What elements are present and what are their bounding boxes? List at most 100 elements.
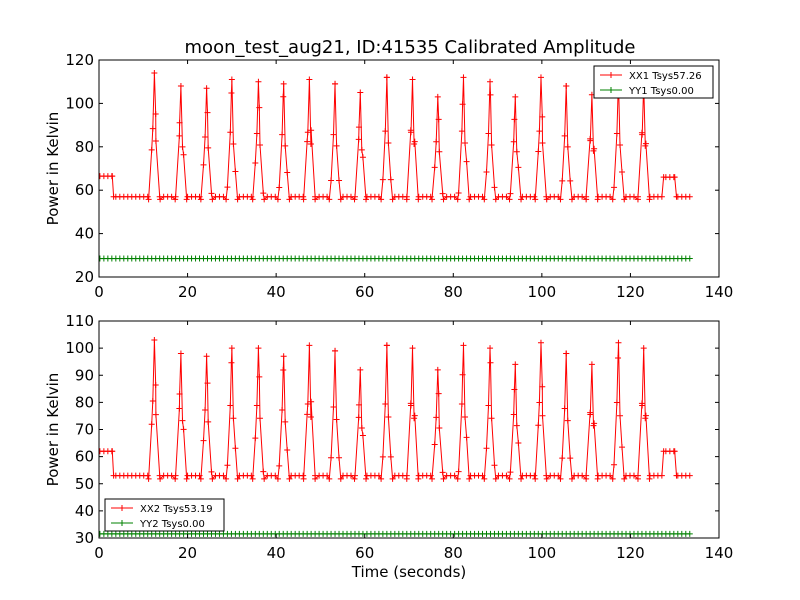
data-point xyxy=(434,93,441,100)
data-point xyxy=(152,411,159,418)
data-point xyxy=(177,83,184,90)
data-point xyxy=(619,444,626,451)
data-point xyxy=(385,140,392,147)
data-point xyxy=(588,361,595,368)
data-point xyxy=(411,138,418,145)
data-point xyxy=(658,193,665,200)
x-tick-label: 100 xyxy=(528,544,557,562)
data-point xyxy=(359,432,366,439)
data-point xyxy=(515,164,522,171)
data-point xyxy=(459,371,466,378)
data-point xyxy=(564,143,571,150)
data-point xyxy=(535,422,542,429)
data-point xyxy=(583,472,590,479)
data-point xyxy=(228,359,235,366)
data-point xyxy=(568,475,575,482)
legend-entry: XX1 Tsys57.26 xyxy=(629,71,702,82)
data-point xyxy=(462,414,469,421)
data-point xyxy=(203,353,210,360)
x-tick-label: 0 xyxy=(94,283,104,301)
data-point xyxy=(512,93,519,100)
data-point xyxy=(306,76,313,83)
data-point xyxy=(591,420,598,427)
data-point xyxy=(539,113,546,120)
series-markers-red xyxy=(99,70,693,203)
data-point xyxy=(557,475,564,482)
data-point xyxy=(252,159,259,166)
data-point xyxy=(203,85,210,92)
data-point xyxy=(407,129,414,136)
data-point xyxy=(613,399,620,406)
data-point xyxy=(440,475,447,482)
data-point xyxy=(429,196,436,203)
plot-area xyxy=(99,336,693,537)
chart-title: moon_test_aug21, ID:41535 Calibrated Amp… xyxy=(185,37,636,58)
data-point xyxy=(145,196,152,203)
data-point xyxy=(611,184,618,191)
data-point xyxy=(433,138,440,145)
data-point xyxy=(466,475,473,482)
data-point xyxy=(387,176,394,183)
data-point xyxy=(260,468,267,475)
series-markers-green xyxy=(99,255,693,262)
y-tick-label: 30 xyxy=(75,529,94,547)
data-point xyxy=(427,472,434,479)
data-point xyxy=(639,402,646,409)
data-point xyxy=(261,475,268,482)
data-point xyxy=(487,91,494,98)
data-point xyxy=(403,475,410,482)
data-point xyxy=(435,390,442,397)
y-axis-label: Power in Kelvin xyxy=(44,373,62,487)
bottom-plot: 0 20 40 60 80 100 120 140 30 40 50 60 70 80 90 100 110 Po… xyxy=(44,312,733,581)
legend-entry: YY2 Tsys0.00 xyxy=(139,519,205,530)
data-point xyxy=(561,405,568,412)
data-point xyxy=(537,74,544,81)
data-point xyxy=(483,169,490,176)
data-point xyxy=(224,462,231,469)
data-point xyxy=(563,83,570,90)
legend: XX2 Tsys53.19 YY2 Tsys0.00 xyxy=(104,498,225,532)
data-point xyxy=(204,109,211,116)
x-tick-label: 120 xyxy=(616,544,645,562)
data-point xyxy=(197,475,204,482)
data-point xyxy=(248,472,255,479)
x-tick-label: 40 xyxy=(267,544,286,562)
data-point xyxy=(261,196,268,203)
data-point xyxy=(177,350,184,357)
data-point xyxy=(615,354,622,361)
data-point xyxy=(230,140,237,147)
y-tick-label: 100 xyxy=(65,94,94,112)
data-point xyxy=(202,406,209,413)
data-point xyxy=(252,435,259,442)
data-point xyxy=(179,417,186,424)
data-point xyxy=(232,445,239,452)
data-point xyxy=(204,380,211,387)
data-point xyxy=(559,177,566,184)
data-point xyxy=(276,462,283,469)
data-point xyxy=(300,196,307,203)
data-point xyxy=(308,127,315,134)
data-point xyxy=(429,475,436,482)
data-point xyxy=(439,469,446,476)
data-point xyxy=(510,411,517,418)
legend-marker xyxy=(608,87,614,93)
data-point xyxy=(686,472,693,479)
data-point xyxy=(304,129,311,136)
data-point xyxy=(382,128,389,135)
data-point xyxy=(256,415,263,422)
data-point xyxy=(487,78,494,85)
x-tick-label: 20 xyxy=(178,544,197,562)
data-point xyxy=(227,402,234,409)
y-axis-label: Power in Kelvin xyxy=(44,112,62,226)
data-point xyxy=(537,339,544,346)
data-point xyxy=(330,131,337,138)
data-point xyxy=(333,142,340,149)
data-point xyxy=(274,475,281,482)
data-point xyxy=(532,475,539,482)
data-point xyxy=(488,141,495,148)
data-point xyxy=(276,184,283,191)
plot-area xyxy=(99,70,693,262)
data-point xyxy=(617,412,624,419)
data-point xyxy=(686,255,693,262)
data-point xyxy=(172,193,179,200)
